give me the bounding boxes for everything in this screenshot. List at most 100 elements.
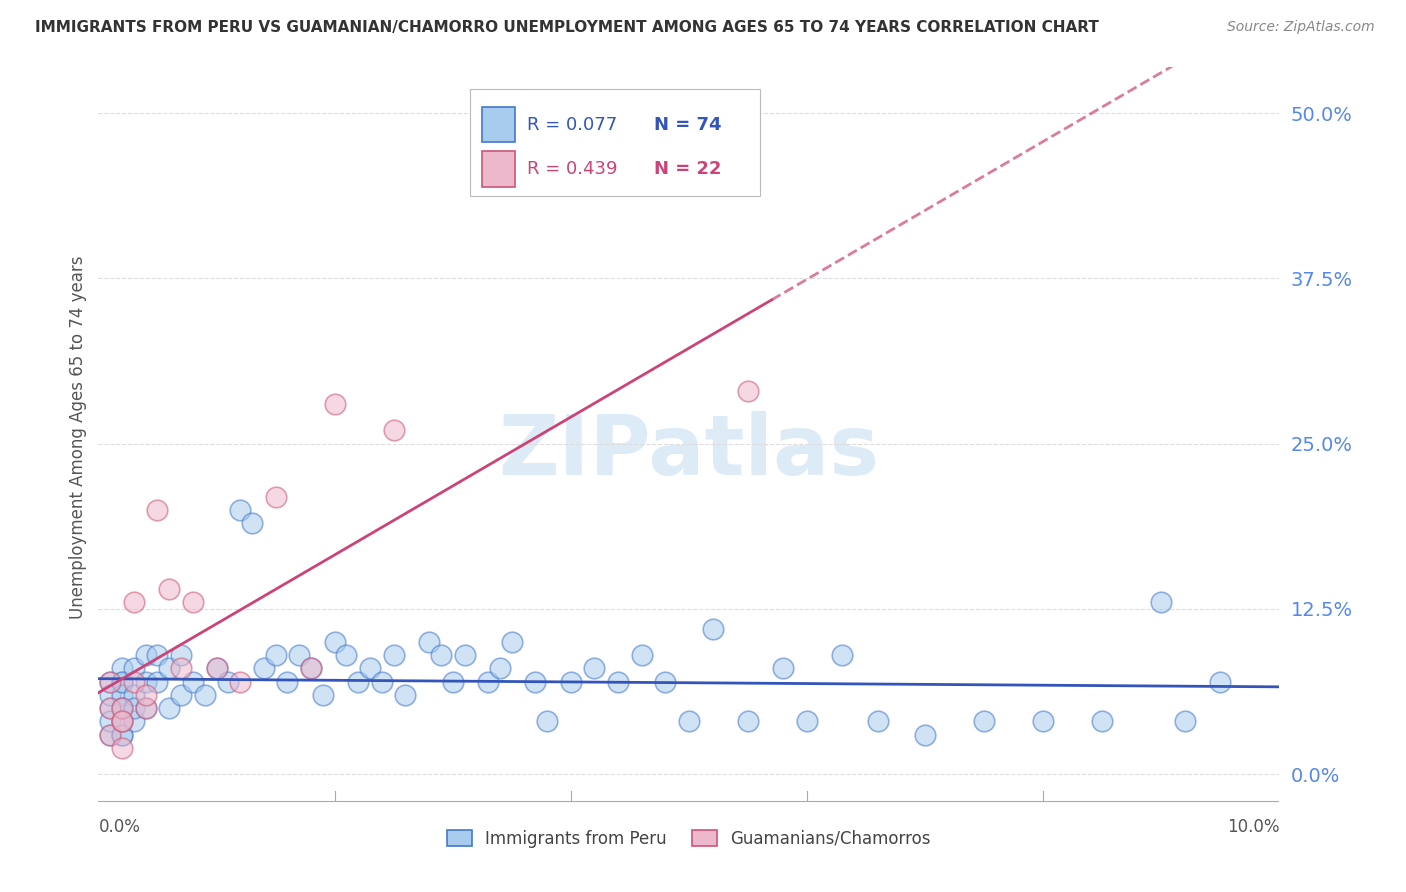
Point [98, 674, 121, 689]
Point [181, 595, 204, 609]
Text: 10.0%: 10.0% [1227, 818, 1279, 836]
Point [240, 516, 263, 530]
Text: N = 22: N = 22 [654, 160, 721, 178]
Point [157, 701, 180, 715]
Point [111, 714, 134, 729]
Point [477, 674, 499, 689]
Point [323, 635, 346, 649]
Point [98, 701, 121, 715]
Point [583, 661, 606, 675]
Point [205, 661, 228, 675]
Point [111, 714, 134, 729]
Point [737, 714, 759, 729]
Point [678, 714, 700, 729]
Point [299, 661, 322, 675]
Point [489, 661, 512, 675]
Point [181, 674, 204, 689]
Text: R = 0.077: R = 0.077 [527, 116, 617, 134]
Point [170, 688, 193, 702]
Point [98, 674, 121, 689]
Point [335, 648, 357, 663]
Point [122, 595, 145, 609]
Point [122, 674, 145, 689]
Point [111, 674, 134, 689]
Point [229, 674, 252, 689]
Point [654, 674, 676, 689]
Legend: Immigrants from Peru, Guamanians/Chamorros: Immigrants from Peru, Guamanians/Chamorr… [440, 823, 938, 855]
Point [312, 688, 335, 702]
Point [111, 727, 134, 741]
Point [98, 727, 121, 741]
Point [453, 648, 475, 663]
Point [157, 661, 180, 675]
Point [111, 740, 134, 755]
Point [831, 648, 853, 663]
Point [111, 701, 134, 715]
Point [382, 424, 405, 438]
Text: R = 0.439: R = 0.439 [527, 160, 617, 178]
Point [122, 714, 145, 729]
Point [524, 674, 547, 689]
Point [98, 727, 121, 741]
Text: Source: ZipAtlas.com: Source: ZipAtlas.com [1227, 20, 1375, 34]
Point [914, 727, 936, 741]
Point [347, 674, 370, 689]
Point [973, 714, 995, 729]
Point [323, 397, 346, 411]
Point [772, 661, 794, 675]
FancyBboxPatch shape [471, 89, 759, 196]
Point [382, 648, 405, 663]
Point [98, 714, 121, 729]
Y-axis label: Unemployment Among Ages 65 to 74 years: Unemployment Among Ages 65 to 74 years [69, 255, 87, 619]
Point [170, 661, 193, 675]
Point [111, 688, 134, 702]
Point [146, 648, 169, 663]
Point [430, 648, 453, 663]
Point [111, 661, 134, 675]
Point [1174, 714, 1197, 729]
Point [146, 674, 169, 689]
Point [111, 701, 134, 715]
Text: 0.0%: 0.0% [98, 818, 141, 836]
Point [98, 701, 121, 715]
Point [288, 648, 311, 663]
Point [264, 490, 287, 504]
Point [1032, 714, 1054, 729]
Point [135, 701, 157, 715]
FancyBboxPatch shape [482, 152, 516, 186]
Point [122, 688, 145, 702]
Point [194, 688, 217, 702]
Point [111, 727, 134, 741]
Point [122, 661, 145, 675]
Point [560, 674, 582, 689]
Point [866, 714, 889, 729]
Point [122, 701, 145, 715]
Point [135, 688, 157, 702]
Point [737, 384, 759, 398]
Point [111, 701, 134, 715]
Point [205, 661, 228, 675]
Text: IMMIGRANTS FROM PERU VS GUAMANIAN/CHAMORRO UNEMPLOYMENT AMONG AGES 65 TO 74 YEAR: IMMIGRANTS FROM PERU VS GUAMANIAN/CHAMOR… [35, 20, 1099, 35]
Point [111, 714, 134, 729]
Point [702, 622, 724, 636]
Point [501, 635, 523, 649]
Text: ZIPatlas: ZIPatlas [499, 411, 879, 492]
Point [607, 674, 630, 689]
Point [264, 648, 287, 663]
Point [135, 674, 157, 689]
Point [359, 661, 381, 675]
Point [217, 674, 239, 689]
Point [98, 688, 121, 702]
Point [170, 648, 193, 663]
Point [1091, 714, 1114, 729]
Point [630, 648, 652, 663]
Point [146, 503, 169, 517]
Point [276, 674, 298, 689]
Point [394, 688, 416, 702]
Point [229, 503, 252, 517]
Point [441, 674, 464, 689]
Text: N = 74: N = 74 [654, 116, 721, 134]
Point [1150, 595, 1173, 609]
Point [111, 674, 134, 689]
Point [796, 714, 818, 729]
